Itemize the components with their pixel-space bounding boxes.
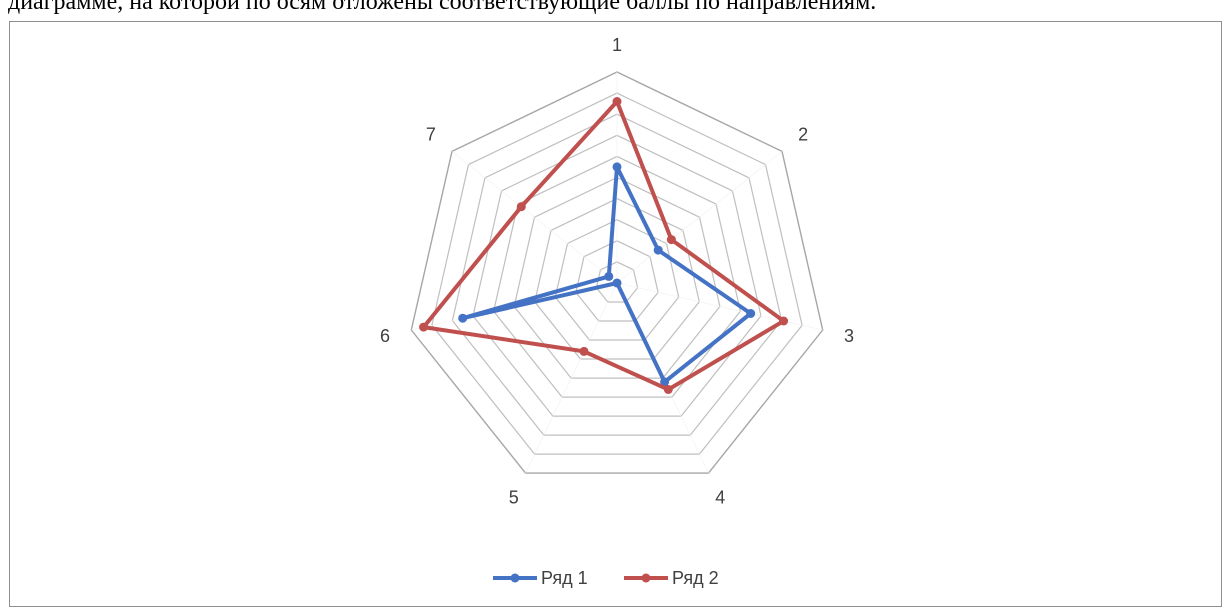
data-point bbox=[604, 271, 614, 281]
grid-ring-2 bbox=[575, 240, 659, 322]
grid-ring-4 bbox=[534, 197, 700, 360]
spoke-7 bbox=[451, 151, 618, 284]
legend-label: Ряд 2 bbox=[672, 568, 719, 588]
data-point bbox=[779, 316, 789, 326]
series-1 bbox=[458, 162, 756, 387]
grid-ring-6 bbox=[492, 155, 742, 398]
legend-label: Ряд 1 bbox=[541, 568, 588, 588]
axis-label-6: 6 bbox=[380, 326, 390, 346]
legend-marker bbox=[641, 573, 651, 583]
spoke-3 bbox=[616, 282, 823, 331]
caption-text: диаграмме, на которой по осям отложены с… bbox=[8, 0, 877, 15]
data-point bbox=[663, 385, 673, 394]
data-point bbox=[660, 377, 670, 387]
axis-label-5: 5 bbox=[509, 487, 519, 507]
legend-marker bbox=[510, 573, 520, 583]
series-2 bbox=[419, 97, 789, 394]
data-point bbox=[612, 97, 622, 106]
grid-ring-1 bbox=[595, 261, 639, 303]
grid-ring-5 bbox=[513, 176, 721, 379]
data-point bbox=[458, 313, 468, 323]
data-point bbox=[516, 202, 526, 212]
data-point bbox=[653, 245, 663, 255]
axis-label-4: 4 bbox=[715, 487, 725, 507]
legend-item-2: Ряд 2 bbox=[624, 568, 719, 588]
grid-ring-8 bbox=[451, 113, 783, 436]
series-line bbox=[460, 164, 753, 384]
data-point bbox=[419, 322, 429, 332]
data-point bbox=[612, 278, 622, 288]
grid-ring-10 bbox=[410, 71, 824, 474]
grid-ring-7 bbox=[472, 134, 762, 417]
spoke-2 bbox=[616, 151, 783, 284]
spoke-5 bbox=[525, 282, 618, 474]
data-point bbox=[579, 346, 589, 356]
grid-ring-9 bbox=[431, 92, 803, 455]
radar-grid bbox=[410, 71, 824, 474]
axis-label-3: 3 bbox=[844, 326, 854, 346]
series-layer bbox=[419, 97, 789, 394]
data-point bbox=[666, 235, 676, 245]
series-line bbox=[421, 99, 786, 392]
data-point bbox=[746, 309, 756, 318]
grid-ring-3 bbox=[554, 219, 680, 341]
chart-legend: Ряд 1 Ряд 2 bbox=[493, 568, 719, 588]
chart-area bbox=[9, 21, 1222, 607]
axis-labels: 1 2 3 4 5 6 7 bbox=[380, 35, 854, 507]
radar-spokes bbox=[411, 72, 823, 474]
axis-label-1: 1 bbox=[612, 35, 622, 55]
axis-label-7: 7 bbox=[426, 125, 436, 145]
legend-item-1: Ряд 1 bbox=[493, 568, 588, 588]
axis-label-2: 2 bbox=[798, 125, 808, 145]
data-point bbox=[612, 162, 622, 172]
